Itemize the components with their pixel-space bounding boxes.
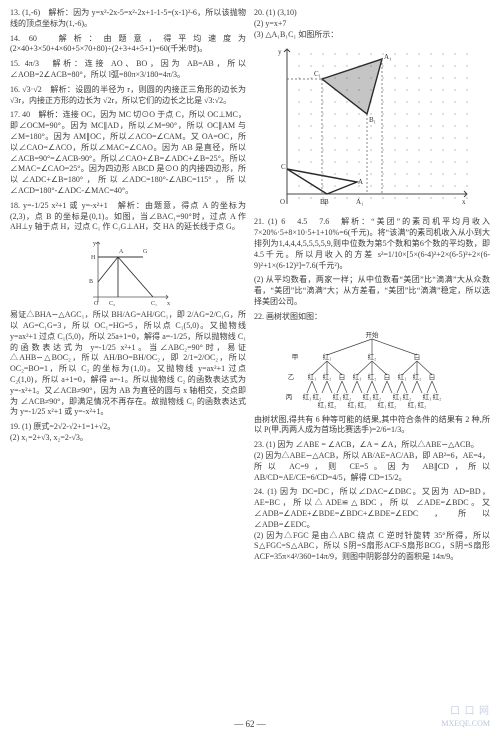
page-number: — 62 — (0, 718, 500, 730)
svg-text:红₁: 红₁ (423, 392, 432, 401)
item-23: 23. (1) 因为 ∠ABE = ∠ACB，∠A = ∠A，所以△ABE∽△A… (254, 440, 490, 483)
figure-20: C B A C₁ A₁ B₁ O x y A₁ B₁ (272, 44, 472, 214)
svg-text:x: x (167, 301, 170, 307)
svg-text:红₁: 红₁ (348, 400, 357, 409)
svg-text:O: O (280, 198, 285, 206)
item-24: 24. (1) 因为 DC=DC，所以∠DAC=∠DBC。又因为 AD=BD，A… (254, 487, 490, 563)
svg-text:开始: 开始 (366, 330, 380, 339)
item-17: 17. 40 解析：连接 OC，因为 MC 切⊙O 于点 C，所以 OC⊥MC，… (10, 110, 246, 196)
item-16: 16. √3·√2 解析：设圆的半径为 r，则圆的内接正三角形的边长为 √3r，… (10, 85, 246, 107)
svg-text:白: 白 (429, 372, 436, 381)
svg-text:红₂: 红₂ (313, 392, 322, 401)
item-21a: 21. (1) 6 4.5 7.6 解析：“美团”的素司机平均月收入 7×20%… (254, 217, 490, 271)
svg-text:A₁: A₁ (356, 198, 364, 206)
svg-text:A: A (119, 249, 124, 255)
item-13: 13. (1,-6) 解析：因为 y=x²-2x-5=x²-2x+1-1-5=(… (10, 8, 246, 30)
svg-text:红₂: 红₂ (418, 400, 427, 409)
watermark-logo: 口 口 网 (450, 705, 490, 719)
svg-text:O: O (94, 301, 99, 307)
svg-text:红₂: 红₂ (328, 400, 337, 409)
item-21b: (2) 从平均数看，两家一样；从中位数看“美团”比“滴满”大从众数看，“美团”比… (254, 275, 490, 307)
svg-text:白: 白 (339, 372, 346, 381)
svg-text:红₁: 红₁ (323, 352, 332, 361)
item-19: 19. (1) 原式=2√2-√2+1=1+√2。 (2) x₁=2+√3, x… (10, 422, 246, 444)
svg-text:甲: 甲 (292, 353, 299, 361)
svg-text:红₁: 红₁ (393, 392, 402, 401)
svg-text:红₁: 红₁ (308, 372, 317, 381)
item-14: 14. 60 解析：由题意，得平均速度为 (2×40+3×50+4×60+5×7… (10, 34, 246, 56)
svg-text:红₁: 红₁ (333, 392, 342, 401)
svg-text:B: B (89, 279, 93, 285)
svg-text:红₂: 红₂ (343, 392, 352, 401)
svg-text:红₂: 红₂ (403, 392, 412, 401)
svg-text:红₂: 红₂ (388, 400, 397, 409)
svg-text:红₁: 红₁ (378, 400, 387, 409)
item-20: 20. (1) (3,10) (2) y=x+7 (3) △A₁B₁C₁ 如图所… (254, 8, 490, 40)
svg-text:A₁: A₁ (384, 53, 392, 61)
item-18a: 18. y=-1/25 x²+1 或 y=-x²+1 解析：由题意，得点 A 的… (10, 201, 246, 233)
figure-22: 开始 甲 红₁红₂白 乙 红₁红₂白 红₁红₂白 红₁红₂白 丙 红₁红₂ 红₁… (277, 327, 467, 412)
svg-text:H: H (91, 255, 96, 261)
svg-text:红₂: 红₂ (413, 372, 422, 381)
svg-text:乙: 乙 (288, 373, 295, 381)
svg-text:C₁: C₁ (314, 70, 321, 78)
svg-text:白: 白 (384, 372, 391, 381)
svg-text:红₂: 红₂ (358, 400, 367, 409)
svg-text:B₁: B₁ (320, 198, 327, 206)
watermark-url: MXEQE.COM (441, 719, 490, 730)
svg-text:x: x (462, 198, 466, 206)
svg-text:红₁: 红₁ (408, 400, 417, 409)
item-18b: 易证△BHA∽△AGC₁，所以 BH/AG=AH/GC₁，即 2/AG=2/C₁… (10, 310, 246, 418)
svg-text:红₁: 红₁ (303, 392, 312, 401)
svg-text:C₂: C₂ (109, 301, 115, 307)
svg-text:红₁: 红₁ (398, 372, 407, 381)
svg-text:G: G (143, 249, 148, 255)
svg-text:B₁: B₁ (369, 116, 376, 124)
svg-text:丙: 丙 (286, 393, 293, 401)
svg-text:红₂: 红₂ (368, 352, 377, 361)
svg-text:红₂: 红₂ (368, 372, 377, 381)
item-15: 15. 4π/3 解析：连接 AO、BO，因为 AB=AB，所以 ∠AOB=2∠… (10, 59, 246, 81)
svg-text:白: 白 (414, 352, 421, 361)
svg-text:红₁: 红₁ (353, 372, 362, 381)
item-22b: 由树状图,得共有 6 种等可能的结果,其中符合条件的结果有 2 种,所以 P(甲… (254, 415, 490, 437)
figure-18: H A G B C₂ O C₁ x y (83, 237, 173, 307)
svg-text:A: A (358, 178, 363, 186)
svg-text:红₂: 红₂ (323, 372, 332, 381)
svg-text:红₂: 红₂ (433, 392, 442, 401)
svg-text:y: y (93, 241, 96, 247)
svg-text:红₁: 红₁ (318, 400, 327, 409)
svg-text:红₂: 红₂ (373, 392, 382, 401)
item-22a: 22. 画树状图如图： (254, 312, 490, 323)
svg-text:y: y (278, 48, 282, 56)
svg-text:红₁: 红₁ (363, 392, 372, 401)
svg-text:C₁: C₁ (151, 301, 157, 307)
svg-text:C: C (281, 163, 286, 171)
